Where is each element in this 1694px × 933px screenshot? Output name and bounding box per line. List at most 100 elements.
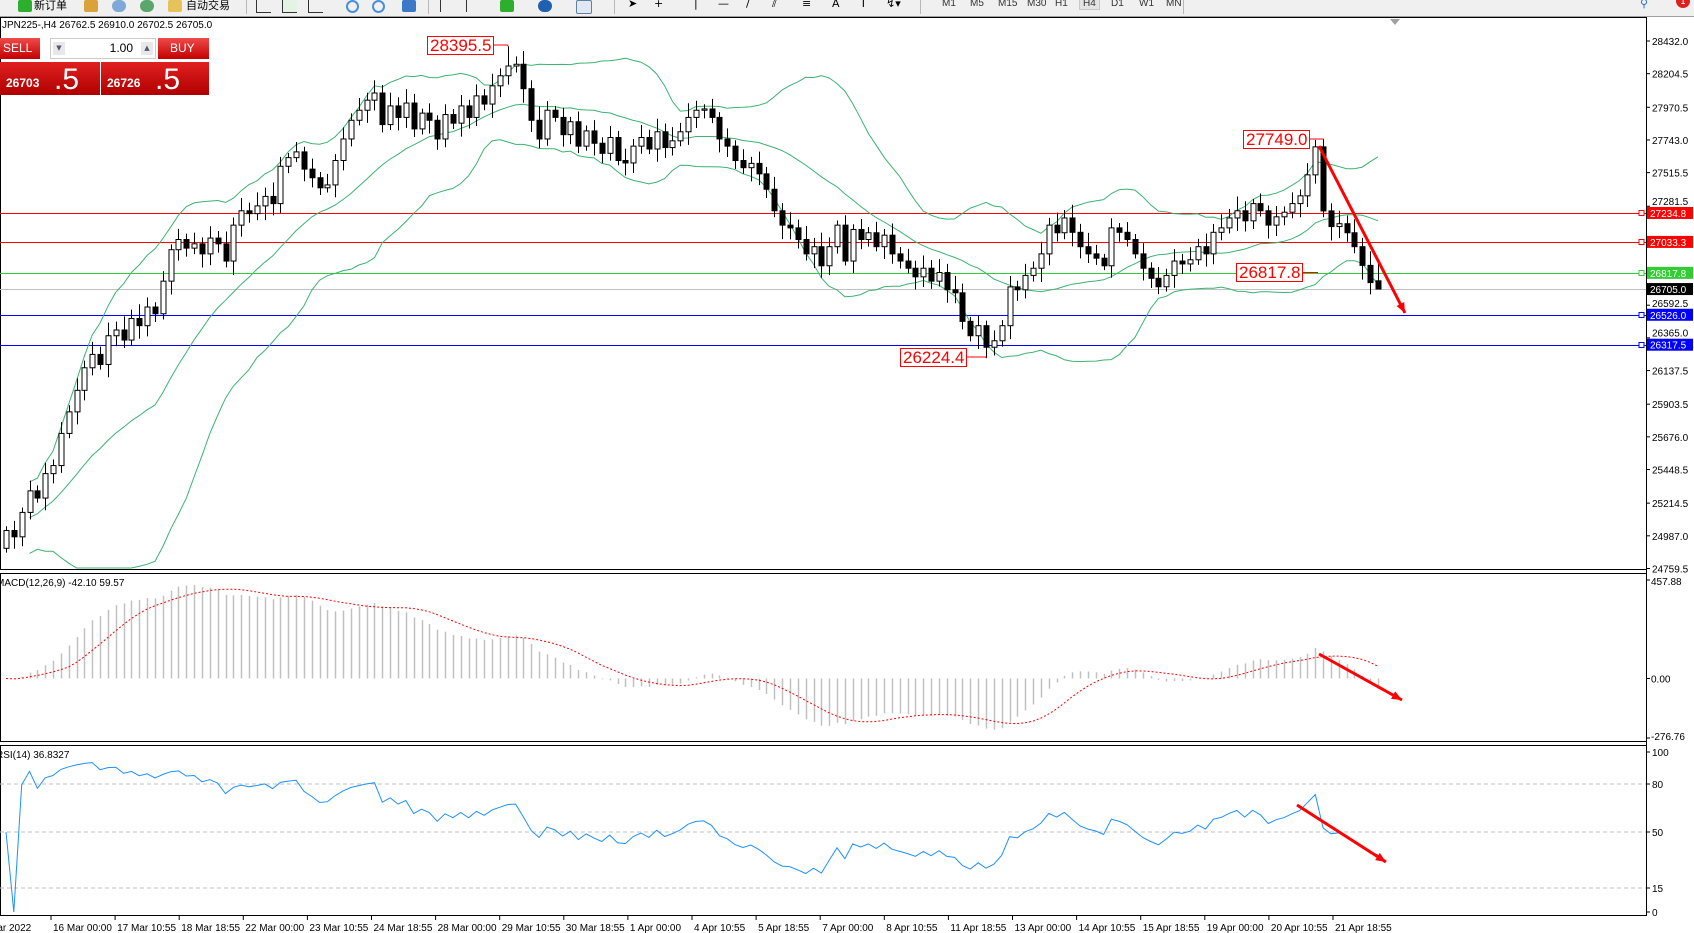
candle-body — [277, 165, 284, 205]
vertical-line-icon[interactable]: | — [694, 0, 698, 10]
trendline-icon[interactable]: / — [746, 0, 750, 10]
time-tick-label: 11 Apr 18:55 — [950, 923, 1006, 933]
candle — [944, 263, 951, 303]
indicators-icon[interactable] — [500, 0, 514, 12]
auto-trading-button[interactable]: 自动交易 — [186, 0, 230, 12]
notification-badge[interactable]: 1 — [1676, 0, 1690, 8]
candle — [1022, 263, 1029, 299]
cloud-icon[interactable] — [112, 0, 126, 12]
buy-price-main: 26726 — [107, 76, 141, 90]
candle — [771, 176, 778, 218]
price-tick-label: 25676.0 — [1652, 433, 1689, 444]
cursor-icon[interactable]: ➤ — [628, 0, 638, 10]
equidistant-channel-icon[interactable]: ⫽ — [772, 0, 777, 10]
candle — [152, 302, 159, 322]
candle — [654, 118, 661, 162]
line-chart-icon[interactable] — [308, 0, 323, 13]
text-icon[interactable]: A — [832, 0, 840, 10]
periods-icon[interactable] — [538, 0, 552, 12]
candle-body — [207, 237, 214, 255]
macd-trend-arrow-shaft — [1318, 652, 1403, 702]
sell-price-button[interactable]: 26703 .5 — [0, 62, 100, 96]
toolbar: 新订单 自动交易 ➤ + | — / ⫽ ≡ A T ↯▾ M1 M5 M15 M30… — [0, 0, 1694, 17]
candle — [991, 330, 998, 356]
price-tag-label: 26317.5 — [1650, 341, 1687, 352]
tile-windows-icon[interactable] — [402, 0, 416, 12]
candle-body — [560, 116, 567, 136]
arrows-icon[interactable]: ↯▾ — [886, 0, 901, 10]
candle — [128, 309, 135, 346]
timeframe-m5[interactable]: M5 — [970, 0, 984, 9]
candle — [936, 259, 943, 287]
timeframe-h1[interactable]: H1 — [1055, 0, 1068, 9]
timeframe-h4[interactable]: H4 — [1079, 0, 1100, 10]
price-tag-26317.5 — [1647, 338, 1693, 351]
timeframe-d1[interactable]: D1 — [1111, 0, 1124, 9]
timeframe-m30[interactable]: M30 — [1027, 0, 1047, 9]
candle — [262, 187, 269, 221]
candle-chart-icon[interactable] — [282, 0, 297, 13]
text-label-icon[interactable]: T — [860, 0, 867, 10]
candle — [560, 107, 567, 147]
bar-chart-icon[interactable] — [256, 0, 271, 13]
price-tick-label: 28204.5 — [1652, 70, 1689, 81]
timeframe-m15[interactable]: M15 — [998, 0, 1018, 9]
horizontal-line-icon[interactable]: — — [718, 0, 729, 10]
sell-button[interactable]: SELL — [0, 38, 40, 59]
chart-shift-icon[interactable] — [466, 0, 481, 12]
candle-body — [1014, 286, 1021, 291]
candle-body — [262, 195, 269, 207]
candle — [701, 104, 708, 119]
candle — [1030, 261, 1037, 282]
candle — [811, 237, 818, 269]
zoom-out-icon[interactable] — [372, 0, 385, 13]
timeframe-w1[interactable]: W1 — [1139, 0, 1154, 9]
templates-icon[interactable] — [576, 0, 592, 14]
lot-size-value[interactable]: 1.00 — [109, 41, 133, 55]
lot-increase-button[interactable]: ▲ — [141, 42, 153, 55]
zoom-in-icon[interactable] — [346, 0, 359, 13]
level-line-handle — [1638, 270, 1645, 276]
timeframe-m1[interactable]: M1 — [942, 0, 956, 9]
price-label-28395.5[interactable]: 28395.5 — [427, 36, 495, 55]
candle — [66, 405, 73, 439]
candle-body — [1077, 231, 1084, 248]
lot-decrease-button[interactable]: ▼ — [53, 42, 65, 55]
candle-body — [379, 92, 386, 126]
timeframe-mn[interactable]: MN — [1166, 0, 1182, 9]
candle — [340, 127, 347, 171]
crosshair-icon[interactable]: + — [654, 0, 664, 10]
candle-body — [591, 130, 598, 144]
macd-label: MACD(12,26,9) -42.10 59.57 — [0, 578, 125, 589]
new-order-button[interactable]: 新订单 — [34, 0, 67, 12]
candle-body — [473, 95, 480, 118]
candle-body — [1022, 274, 1029, 291]
price-label-26224.4[interactable]: 26224.4 — [900, 348, 968, 367]
candle-body — [466, 105, 473, 118]
buy-button[interactable]: BUY — [158, 38, 209, 59]
price-label-26817.8[interactable]: 26817.8 — [1236, 263, 1304, 282]
buy-price-button[interactable]: 26726 .5 — [101, 62, 209, 96]
candle-body — [1320, 146, 1327, 212]
market-watch-icon[interactable] — [84, 0, 98, 12]
candle-body — [1312, 146, 1319, 176]
auto-scroll-icon[interactable] — [440, 0, 455, 12]
fibonacci-icon[interactable]: ≡ — [802, 0, 812, 10]
candle-body — [677, 131, 684, 142]
candle-body — [285, 157, 292, 167]
candle-body — [1163, 274, 1170, 288]
search-icon[interactable]: ⚲ — [1640, 0, 1649, 10]
auto-trading-icon[interactable] — [168, 0, 182, 12]
time-tick-label: Mar 2022 — [0, 923, 32, 933]
candle-body — [1234, 210, 1241, 219]
lot-size-field[interactable]: ▼ 1.00 ▲ — [50, 38, 156, 59]
price-label-27749.0[interactable]: 27749.0 — [1243, 130, 1311, 149]
candle-body — [450, 114, 457, 124]
candle-body — [419, 112, 426, 130]
candle-body — [340, 138, 347, 162]
candle — [505, 46, 512, 85]
signals-icon[interactable] — [140, 0, 154, 12]
price-tag-label: 26817.8 — [1650, 269, 1687, 280]
candle — [207, 226, 214, 266]
